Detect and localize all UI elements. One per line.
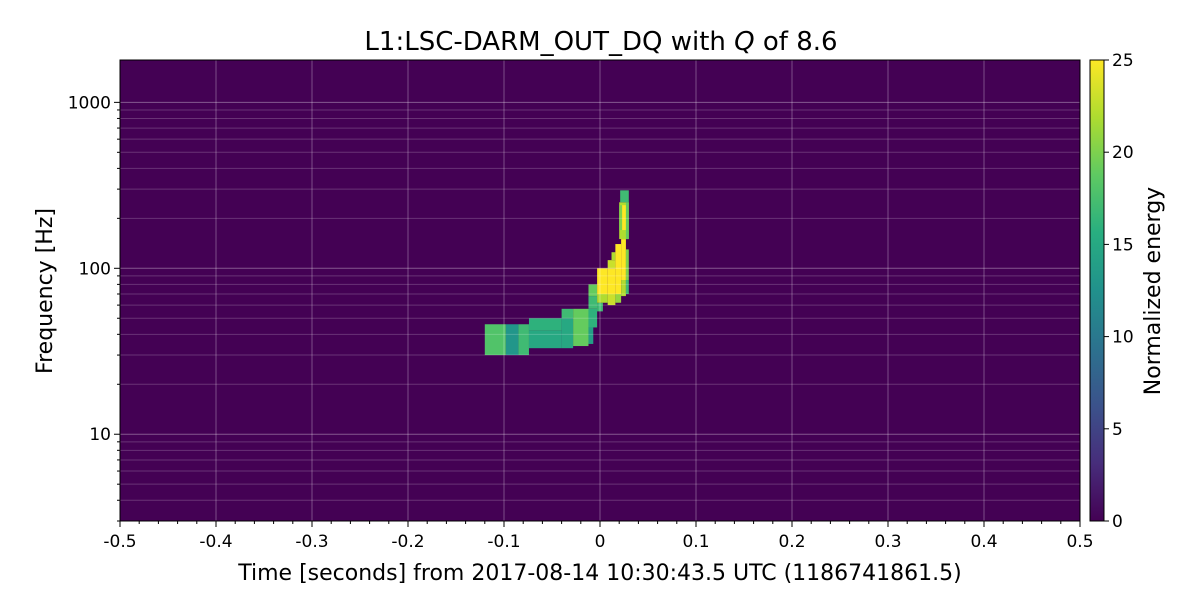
x-tick-label: -0.5 [103,532,136,552]
energy-tile [561,308,574,319]
colorbar-tick-label: 0 [1112,512,1123,532]
energy-tile [625,280,629,295]
energy-tile [528,330,562,349]
energy-tile [607,260,616,269]
colorbar-tick-label: 25 [1112,51,1134,71]
energy-tile [597,294,608,303]
energy-tile [625,202,629,240]
x-tick-label: 0.1 [682,532,709,552]
colorbar-ticks: 0 5 10 15 20 25 [1104,51,1134,532]
energy-tile [588,308,598,328]
colorbar-label: Normalized energy [1141,187,1166,395]
energy-tile [597,302,603,312]
x-axis-ticks: -0.5 -0.4 -0.3 -0.2 -0.1 0 0.1 0.2 0.3 0.4 0.5 [103,521,1094,552]
colorbar-tick-label: 15 [1112,235,1134,255]
y-tick-label: 10 [89,425,111,445]
energy-tile [518,324,529,356]
colorbar-tick-label: 20 [1112,143,1134,163]
x-tick-label: 0.2 [778,532,805,552]
y-axis-label: Frequency [Hz] [33,208,58,374]
energy-tile [622,205,626,231]
chart-title-suffix: of 8.6 [755,27,838,57]
energy-tile [484,324,506,356]
energy-tile [615,244,622,295]
x-tick-label: -0.2 [391,532,424,552]
energy-tile [588,327,594,344]
colorbar-tick-label: 5 [1112,420,1123,440]
y-tick-label: 100 [79,259,111,279]
x-tick-label: 0 [595,532,606,552]
x-tick-label: 0.4 [970,532,997,552]
chart-title-prefix: L1:LSC-DARM_OUT_DQ with [364,27,734,57]
colorbar-tick-label: 10 [1112,328,1134,348]
x-tick-label: -0.1 [487,532,520,552]
energy-tile [611,252,616,261]
energy-tile [597,268,608,295]
x-tick-label: -0.3 [295,532,328,552]
energy-tile [625,249,629,281]
energy-tile [621,239,626,281]
energy-tiles-layer [484,190,629,356]
energy-tile [528,318,562,331]
chart-title: L1:LSC-DARM_OUT_DQ with Q of 8.6 [364,27,837,57]
x-tick-label: 0.5 [1066,532,1093,552]
energy-tile [620,190,629,203]
energy-tile [607,268,616,295]
energy-tile [615,294,622,303]
colorbar [1089,59,1105,522]
energy-tile [588,296,598,309]
grid-lines-layer [119,60,1081,522]
energy-tile [561,318,574,349]
y-axis-ticks: 10 100 1000 [68,93,120,522]
energy-tile [607,294,616,306]
y-tick-label: 1000 [68,93,111,113]
energy-tile [619,205,623,231]
energy-tile [573,308,589,347]
x-tick-label: 0.3 [874,532,901,552]
energy-tile [505,324,519,356]
chart-title-q-symbol: Q [734,27,754,57]
energy-tile [588,284,598,297]
x-axis-label: Time [seconds] from 2017-08-14 10:30:43.… [237,561,961,586]
energy-tile [621,280,626,297]
x-tick-label: -0.4 [199,532,232,552]
